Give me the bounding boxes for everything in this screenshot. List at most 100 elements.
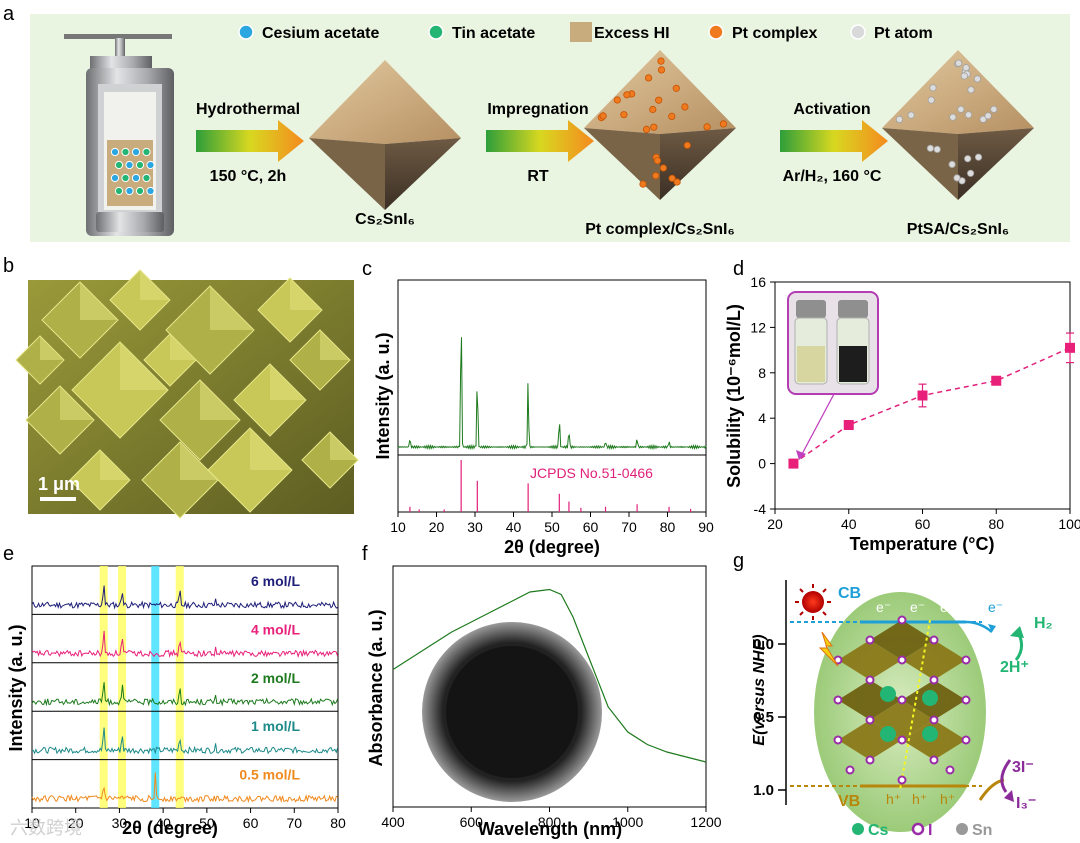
particle-dot — [652, 172, 660, 180]
particle-dot — [926, 144, 935, 152]
y-tick-label: 0.0 — [753, 636, 774, 653]
inset-pointer-arrow — [796, 450, 806, 460]
x-tick-label: 400 — [381, 814, 405, 830]
sem-image — [15, 269, 359, 519]
iodine-atom — [865, 715, 875, 725]
precursor-dot — [142, 147, 151, 157]
particle-dot — [623, 91, 631, 99]
particle-dot — [962, 64, 970, 72]
inset-pointer-line — [800, 393, 835, 457]
panel-label-c: c — [362, 258, 372, 280]
precursor-dot — [131, 173, 141, 183]
crystal-octahedra — [309, 50, 1034, 210]
x-tick-label: 80 — [988, 516, 1004, 532]
x-tick-label: 80 — [660, 519, 676, 535]
band-diagram — [778, 580, 986, 832]
panel-a-legend: Cesium acetate Tin acetate Excess HI Pt com… — [238, 22, 933, 42]
particle-dot — [681, 103, 689, 111]
sem-crystal-facet — [100, 450, 130, 480]
legend-swatch — [238, 24, 254, 40]
xrd-trace — [31, 585, 338, 610]
x-tick-label: 20 — [767, 516, 783, 532]
step-condition: 150 °C, 2h — [210, 168, 287, 185]
iodine-atom — [897, 695, 907, 705]
product-label-1: Cs₂SnI₆ — [355, 211, 415, 228]
sem-crystal-facet — [200, 380, 240, 420]
x-tick-label: 40 — [506, 519, 522, 535]
iodine-atom — [833, 735, 843, 745]
chart-e-ylabel: Intensity (a. u.) — [6, 624, 26, 751]
sem-crystal-facet — [270, 364, 306, 400]
step-title: Impregnation — [487, 101, 588, 118]
legend-label: Sn — [972, 822, 992, 839]
particle-dot — [668, 112, 676, 121]
electron-label: e⁻ — [876, 599, 891, 615]
particle-dot — [895, 115, 904, 124]
step-title: Activation — [793, 101, 870, 118]
x-tick-label: 70 — [621, 519, 637, 535]
x-tick-label: 70 — [286, 815, 302, 831]
x-tick-label: 50 — [544, 519, 560, 535]
octahedron-left-face — [882, 128, 958, 200]
cb-label: CB — [838, 585, 861, 602]
y-tick-label: 4 — [758, 410, 766, 426]
x-tick-label: 100 — [1058, 516, 1080, 532]
electron-arrow-head — [988, 624, 996, 632]
iodine-atoms — [833, 615, 971, 785]
particle-dot — [957, 105, 965, 113]
legend-label: Cs — [868, 822, 889, 839]
x-tick-label: 60 — [243, 815, 259, 831]
legend-swatch — [911, 822, 925, 836]
iodine-atom — [961, 655, 971, 665]
particle-dot — [948, 160, 956, 168]
iodine-atom — [865, 755, 875, 765]
particle-dot — [966, 169, 975, 177]
sem-crystal-facet — [140, 270, 170, 300]
series-label: 6 mol/L — [251, 573, 300, 589]
iodine-atom — [961, 695, 971, 705]
legend-swatch — [850, 24, 866, 40]
chart-c-xrd-trace — [397, 337, 707, 451]
iodide-label: 3I⁻ — [1012, 759, 1034, 776]
panel-label-a: a — [3, 3, 15, 25]
y-tick-label: 16 — [750, 274, 766, 290]
scale-bar — [40, 497, 76, 501]
electron-label: e⁻ — [940, 599, 955, 615]
electron-transfer-arrow — [965, 620, 993, 633]
y-tick-label: 1.0 — [753, 782, 774, 799]
iodine-atom — [897, 615, 907, 625]
x-tick-label: 1200 — [690, 814, 721, 830]
legend-swatch — [428, 24, 444, 40]
chart-c-x-axis: 10 20 30 40 50 60 70 80 90 — [390, 512, 714, 535]
x-tick-label: 600 — [460, 814, 484, 830]
particle-dot — [964, 111, 973, 119]
legend-label: I — [928, 822, 932, 839]
highlight-band — [151, 566, 160, 808]
precursor-dot — [121, 147, 130, 157]
particle-dot — [933, 145, 941, 153]
chart-e-xlabel: 2θ (degree) — [122, 818, 218, 838]
iodine-atom — [897, 735, 907, 745]
hole-label: h⁺ — [940, 791, 955, 807]
chart-f-x-axis: 400 600 800 1000 1200 — [381, 807, 722, 830]
panel-label-b: b — [3, 255, 14, 277]
vb-label: VB — [838, 793, 860, 810]
series-label: 0.5 mol/L — [239, 767, 300, 783]
particle-dot — [642, 125, 651, 133]
legend-swatch — [708, 24, 724, 40]
y-tick-label: 8 — [758, 365, 766, 381]
sem-crystal-facet — [320, 330, 350, 360]
legend-swatch — [956, 823, 968, 835]
iodine-atom — [929, 715, 939, 725]
x-tick-label: 80 — [330, 815, 346, 831]
triiodide-label: I₃⁻ — [1016, 795, 1036, 812]
x-tick-label: 50 — [199, 815, 215, 831]
iodide-oxidation-arrow — [1000, 759, 1012, 793]
iodine-atom — [897, 655, 907, 665]
x-tick-label: 40 — [841, 516, 857, 532]
x-tick-label: 40 — [155, 815, 171, 831]
series-label: 1 mol/L — [251, 718, 300, 734]
precursor-dot — [142, 173, 151, 183]
particle-dot — [964, 155, 972, 163]
